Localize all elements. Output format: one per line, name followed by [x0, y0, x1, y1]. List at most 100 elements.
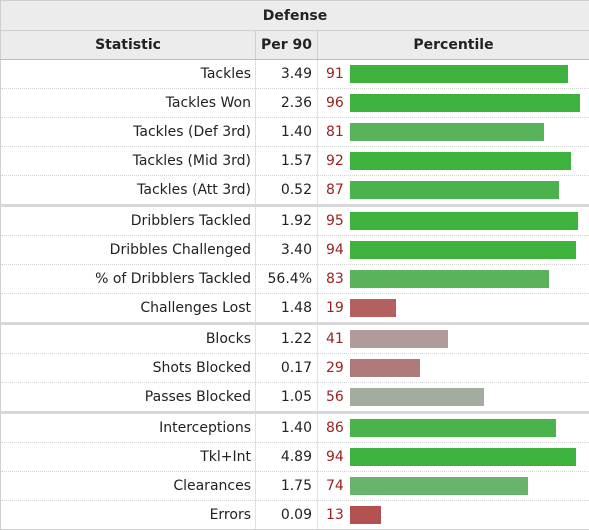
percentile-bar-track [350, 270, 589, 288]
percentile-bar [350, 123, 544, 141]
table-header-row: Statistic Per 90 Percentile [1, 31, 589, 60]
statistic-name: Blocks [1, 324, 256, 354]
percentile-cell: 92 [318, 147, 589, 176]
statistic-name: Passes Blocked [1, 383, 256, 413]
percentile-bar [350, 299, 396, 317]
percentile-bar-track [350, 299, 589, 317]
per90-value: 1.40 [256, 413, 318, 443]
per90-value: 3.40 [256, 236, 318, 265]
statistic-name: Tackles (Mid 3rd) [1, 147, 256, 176]
percentile-bar-track [350, 359, 589, 377]
percentile-value: 94 [318, 449, 350, 465]
percentile-bar [350, 359, 420, 377]
percentile-bar [350, 477, 528, 495]
percentile-bar [350, 94, 580, 112]
percentile-bar-track [350, 330, 589, 348]
per90-value: 4.89 [256, 443, 318, 472]
percentile-value: 94 [318, 242, 350, 258]
percentile-bar [350, 330, 448, 348]
statistic-name: Tackles Won [1, 89, 256, 118]
percentile-bar-track [350, 65, 589, 83]
percentile-cell: 83 [318, 265, 589, 294]
percentile-value: 96 [318, 95, 350, 111]
statistic-name: Challenges Lost [1, 294, 256, 324]
percentile-bar-track [350, 241, 589, 259]
per90-value: 1.92 [256, 206, 318, 236]
statistic-name: Tackles (Att 3rd) [1, 176, 256, 206]
percentile-bar [350, 388, 484, 406]
percentile-bar-track [350, 506, 589, 524]
percentile-cell: 86 [318, 413, 589, 443]
percentile-bar [350, 212, 578, 230]
percentile-value: 19 [318, 300, 350, 316]
percentile-bar-track [350, 212, 589, 230]
statistic-name: Dribblers Tackled [1, 206, 256, 236]
percentile-bar [350, 152, 571, 170]
percentile-cell: 56 [318, 383, 589, 413]
percentile-cell: 13 [318, 501, 589, 530]
column-header-per90[interactable]: Per 90 [256, 31, 318, 60]
percentile-cell: 29 [318, 354, 589, 383]
percentile-cell: 74 [318, 472, 589, 501]
statistic-name: Clearances [1, 472, 256, 501]
percentile-bar [350, 65, 568, 83]
percentile-value: 83 [318, 271, 350, 287]
percentile-value: 29 [318, 360, 350, 376]
percentile-bar [350, 270, 549, 288]
per90-value: 1.40 [256, 118, 318, 147]
percentile-cell: 19 [318, 294, 589, 324]
percentile-bar [350, 419, 556, 437]
column-header-statistic[interactable]: Statistic [1, 31, 256, 60]
percentile-bar-track [350, 94, 589, 112]
per90-value: 1.57 [256, 147, 318, 176]
percentile-bar [350, 448, 576, 466]
percentile-cell: 94 [318, 236, 589, 265]
percentile-value: 86 [318, 420, 350, 436]
percentile-bar-track [350, 477, 589, 495]
percentile-cell: 81 [318, 118, 589, 147]
percentile-value: 74 [318, 478, 350, 494]
percentile-value: 87 [318, 182, 350, 198]
percentile-cell: 96 [318, 89, 589, 118]
statistic-name: Interceptions [1, 413, 256, 443]
percentile-cell: 91 [318, 60, 589, 89]
percentile-cell: 41 [318, 324, 589, 354]
percentile-value: 41 [318, 331, 350, 347]
statistic-name: % of Dribblers Tackled [1, 265, 256, 294]
column-header-percentile[interactable]: Percentile [318, 31, 589, 60]
statistic-name: Errors [1, 501, 256, 530]
per90-value: 56.4% [256, 265, 318, 294]
percentile-bar-track [350, 388, 589, 406]
per90-value: 0.17 [256, 354, 318, 383]
per90-value: 0.09 [256, 501, 318, 530]
per90-value: 0.52 [256, 176, 318, 206]
percentile-bar [350, 181, 559, 199]
per90-value: 1.48 [256, 294, 318, 324]
percentile-cell: 94 [318, 443, 589, 472]
percentile-bar-track [350, 181, 589, 199]
table-title: Defense [1, 1, 589, 31]
per90-value: 1.22 [256, 324, 318, 354]
per90-value: 2.36 [256, 89, 318, 118]
percentile-cell: 87 [318, 176, 589, 206]
per90-value: 3.49 [256, 60, 318, 89]
statistic-name: Tkl+Int [1, 443, 256, 472]
percentile-value: 56 [318, 389, 350, 405]
statistic-name: Shots Blocked [1, 354, 256, 383]
